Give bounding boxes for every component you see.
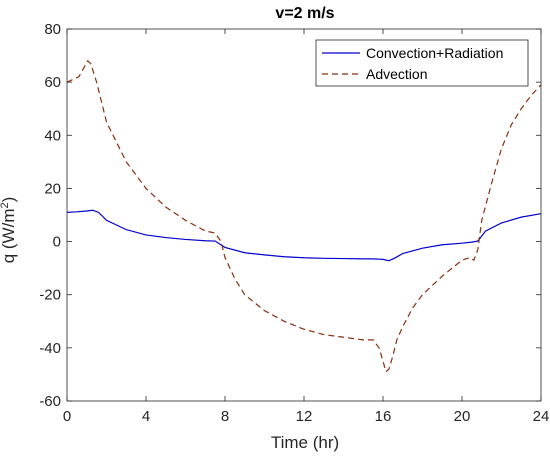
- y-tick-label: 0: [53, 234, 61, 251]
- x-tick-label: 8: [221, 408, 229, 425]
- legend-box: [315, 39, 529, 87]
- plot-border: [66, 28, 542, 402]
- y-tick-label: 60: [44, 74, 61, 91]
- y-tick-label: -40: [39, 340, 61, 357]
- axis-ticks: 0 4 8 12 16 20 24 80 60 40 20 0 -20 -40 -60: [39, 21, 549, 425]
- series-line-0: [66, 209, 542, 262]
- legend: Convection+Radiation Advection: [315, 39, 529, 87]
- x-tick-label: 0: [63, 408, 71, 425]
- y-axis-label: q (W/m2): [0, 197, 18, 264]
- series-lines: [66, 59, 542, 373]
- x-axis-label: Time (hr): [271, 433, 339, 452]
- x-tick-label: 24: [533, 408, 550, 425]
- plot-area: [66, 28, 542, 402]
- chart-title: v=2 m/s: [275, 5, 334, 22]
- y-tick-label: -20: [39, 287, 61, 304]
- series-line-1: [66, 59, 542, 373]
- y-tick-label: 80: [44, 21, 61, 38]
- y-axis-label-main: q (W/m: [0, 209, 18, 264]
- x-tick-label: 20: [454, 408, 471, 425]
- y-axis-label-superscript: 2: [0, 202, 11, 208]
- x-tick-label: 12: [296, 408, 313, 425]
- y-tick-label: 20: [44, 180, 61, 197]
- x-tick-label: 16: [375, 408, 392, 425]
- y-axis-label-close: ): [0, 197, 18, 203]
- x-tick-label: 4: [142, 408, 150, 425]
- legend-label-convection-radiation: Convection+Radiation: [366, 45, 503, 61]
- y-tick-label: 40: [44, 127, 61, 144]
- y-tick-label: -60: [39, 393, 61, 410]
- legend-label-advection: Advection: [366, 66, 427, 82]
